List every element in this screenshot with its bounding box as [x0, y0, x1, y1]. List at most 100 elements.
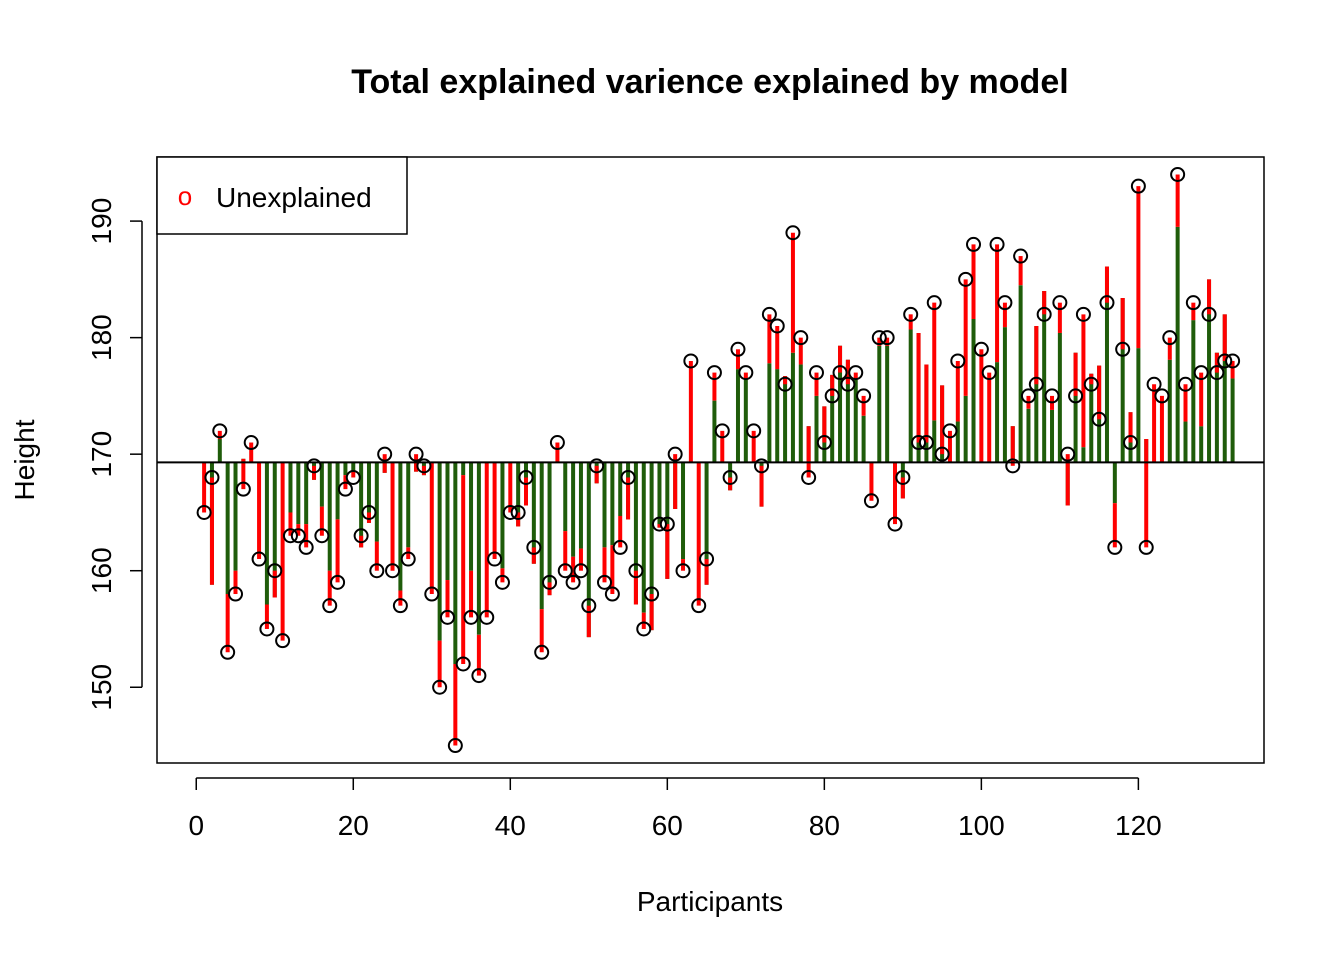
- data-point: [589, 458, 605, 474]
- data-point: [581, 598, 597, 614]
- data-point: [392, 598, 408, 614]
- data-point: [785, 225, 801, 241]
- data-point: [644, 586, 660, 602]
- data-point: [1115, 341, 1131, 357]
- data-point: [228, 586, 244, 602]
- data-point: [824, 388, 840, 404]
- data-point: [1177, 376, 1193, 392]
- data-point: [597, 574, 613, 590]
- data-point: [1005, 458, 1021, 474]
- data-point: [942, 423, 958, 439]
- data-point: [337, 481, 353, 497]
- y-tick-label: 150: [86, 664, 117, 711]
- data-point: [887, 516, 903, 532]
- data-point: [683, 353, 699, 369]
- data-point: [494, 574, 510, 590]
- data-point: [439, 609, 455, 625]
- data-point: [471, 668, 487, 684]
- data-point: [1099, 295, 1115, 311]
- data-point: [1091, 411, 1107, 427]
- data-point: [1225, 353, 1241, 369]
- x-tick-label: 120: [1115, 810, 1162, 841]
- data-point: [675, 563, 691, 579]
- data-point: [479, 609, 495, 625]
- data-point: [1013, 248, 1029, 264]
- legend-box: [156, 156, 408, 235]
- data-point: [816, 435, 832, 451]
- data-point: [903, 306, 919, 322]
- data-point: [408, 446, 424, 462]
- plot-area: [157, 166, 1264, 754]
- data-point: [204, 469, 220, 485]
- data-point: [1185, 295, 1201, 311]
- data-point: [981, 365, 997, 381]
- data-point: [730, 341, 746, 357]
- x-tick-label: 80: [809, 810, 840, 841]
- data-point: [306, 458, 322, 474]
- data-point: [235, 481, 251, 497]
- data-point: [746, 423, 762, 439]
- x-axis: 0 20 40 60 80 100 120: [188, 777, 1162, 841]
- data-point: [534, 644, 550, 660]
- data-point: [196, 504, 212, 520]
- data-point: [1044, 388, 1060, 404]
- data-point: [911, 435, 927, 451]
- data-point: [863, 493, 879, 509]
- data-point: [636, 621, 652, 637]
- data-point: [455, 656, 471, 672]
- data-point: [856, 388, 872, 404]
- data-point: [714, 423, 730, 439]
- data-point: [487, 551, 503, 567]
- legend: o Unexplained: [156, 156, 408, 235]
- data-point: [628, 563, 644, 579]
- data-point: [879, 330, 895, 346]
- data-point: [926, 295, 942, 311]
- data-point: [1075, 306, 1091, 322]
- data-point: [651, 516, 667, 532]
- y-axis-label: Height: [9, 419, 40, 500]
- data-point: [290, 528, 306, 544]
- data-point: [1146, 376, 1162, 392]
- data-point: [361, 504, 377, 520]
- data-point: [298, 539, 314, 555]
- data-point: [424, 586, 440, 602]
- data-point: [369, 563, 385, 579]
- data-point: [1060, 446, 1076, 462]
- data-point: [1130, 178, 1146, 194]
- data-point: [958, 271, 974, 287]
- data-point: [840, 376, 856, 392]
- data-point: [447, 738, 463, 754]
- plot-frame: [156, 156, 1265, 764]
- data-point: [997, 295, 1013, 311]
- data-point: [542, 574, 558, 590]
- x-tick-label: 20: [338, 810, 369, 841]
- data-point: [706, 365, 722, 381]
- data-point: [345, 469, 361, 485]
- data-point: [385, 563, 401, 579]
- data-point: [565, 574, 581, 590]
- data-point: [871, 330, 887, 346]
- y-axis: 150 160 170 180 190: [86, 198, 143, 711]
- data-point: [330, 574, 346, 590]
- data-point: [282, 528, 298, 544]
- data-point: [353, 528, 369, 544]
- legend-label: Unexplained: [216, 182, 372, 213]
- data-point: [322, 598, 338, 614]
- data-point: [1123, 435, 1139, 451]
- data-point: [314, 528, 330, 544]
- x-tick-label: 0: [188, 810, 204, 841]
- data-point: [400, 551, 416, 567]
- data-point: [777, 376, 793, 392]
- data-point: [502, 504, 518, 520]
- data-point: [793, 330, 809, 346]
- data-point: [1020, 388, 1036, 404]
- data-point: [966, 236, 982, 252]
- data-point: [934, 446, 950, 462]
- data-point: [510, 504, 526, 520]
- data-point: [1036, 306, 1052, 322]
- data-point: [1209, 365, 1225, 381]
- x-tick-label: 60: [652, 810, 683, 841]
- data-point: [659, 516, 675, 532]
- data-point: [667, 446, 683, 462]
